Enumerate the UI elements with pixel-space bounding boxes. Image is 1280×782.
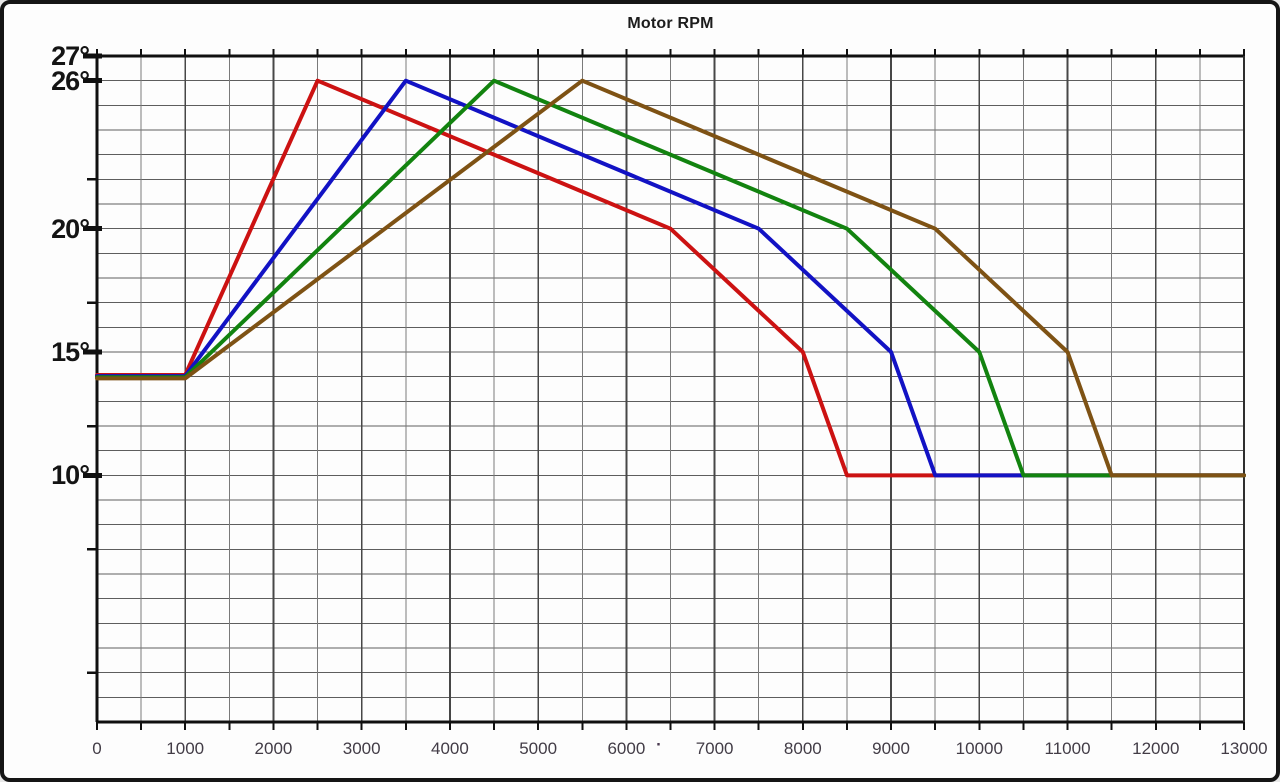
x-axis-label: 8000: [783, 739, 822, 758]
x-axis-label: 13000: [1220, 739, 1268, 758]
x-axis-label: 4000: [431, 739, 469, 758]
stray-mark: ·: [656, 735, 662, 754]
x-axis-label: 7000: [695, 739, 734, 758]
x-axis-label: 9000: [872, 739, 910, 758]
x-axis-label: 6000: [607, 739, 646, 758]
x-axis-label: 12000: [1132, 739, 1180, 758]
y-axis-label: 10°: [51, 460, 90, 491]
chart-svg: [83, 49, 1246, 730]
chart-title: Motor RPM: [627, 15, 714, 32]
x-axis-label: 2000: [254, 739, 293, 758]
x-axis-label: 10000: [955, 739, 1003, 758]
y-axis-label: 26°: [51, 65, 90, 96]
x-axis-label: 0: [92, 739, 102, 758]
x-axis-label: 5000: [519, 739, 558, 758]
x-axis-label: 1000: [166, 739, 205, 758]
x-axis-label: 11000: [1044, 739, 1091, 758]
y-axis-label: 15°: [51, 337, 90, 367]
curve-brown: [95, 78, 1246, 478]
x-axis-label: 3000: [342, 739, 381, 758]
y-axis-label: 20°: [51, 213, 90, 244]
y-axis-label: 27°: [51, 41, 90, 71]
